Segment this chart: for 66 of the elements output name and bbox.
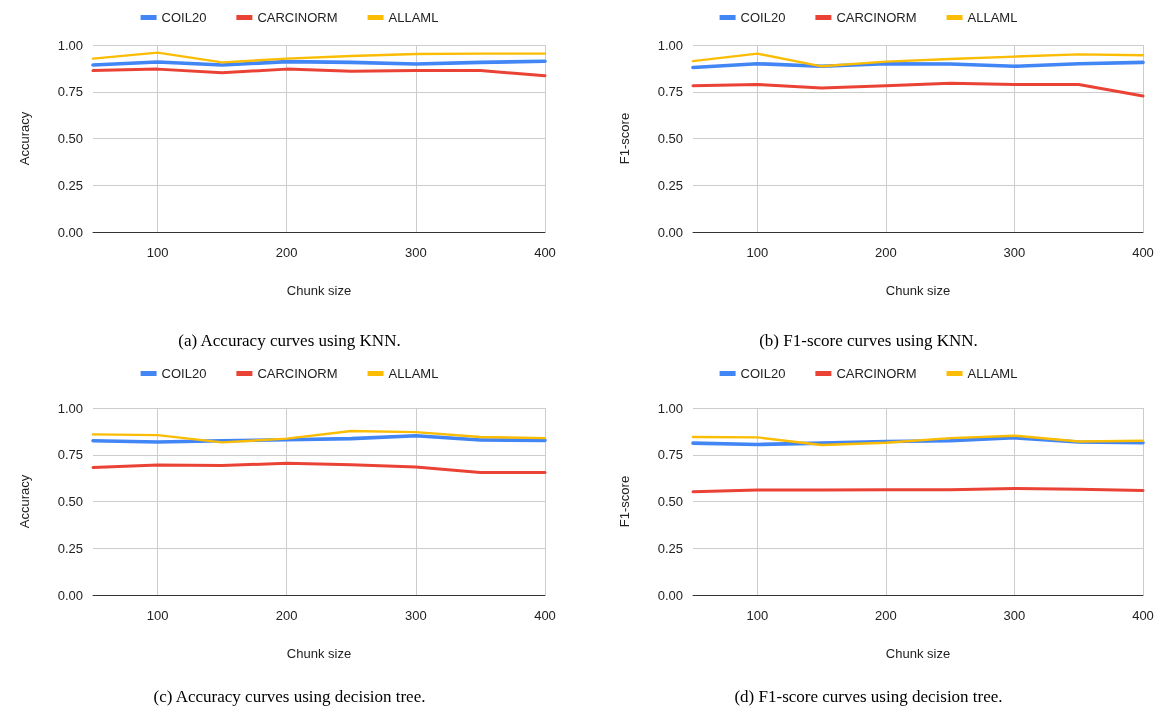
y-tick-label: 0.00: [57, 224, 83, 240]
x-axis-title: Chunk size: [286, 283, 352, 298]
x-tick-label: 100: [746, 608, 769, 623]
legend-label: COIL20: [740, 366, 786, 381]
x-axis-title: Chunk size: [885, 283, 951, 298]
legend-label: ALLAML: [967, 10, 1018, 25]
legend-label: CARCINORM: [836, 10, 917, 25]
line-series: [691, 81, 1145, 98]
x-tick-label: 200: [875, 245, 897, 260]
x-tick-label: 400: [534, 608, 556, 623]
x-axis-title: Chunk size: [286, 646, 352, 661]
legend-label: CARCINORM: [836, 366, 917, 381]
x-tick-label: 400: [1132, 245, 1154, 260]
legend-label: ALLAML: [388, 10, 439, 25]
text: (c) Accuracy curves using decision tree.: [153, 687, 426, 706]
y-tick-label: 0.50: [657, 131, 683, 146]
y-tick-label: 1.00: [57, 37, 83, 53]
text: (b) F1-score curves using KNN.: [759, 331, 978, 350]
line-series: [91, 429, 547, 444]
x-tick-label: 200: [275, 245, 298, 260]
y-tick-label: 0.25: [657, 540, 683, 556]
y-tick-label: 0.25: [657, 177, 683, 193]
line-series: [91, 51, 547, 64]
y-axis-title: Accuracy: [17, 474, 32, 529]
x-tick-label: 300: [1003, 608, 1026, 623]
legend-label: COIL20: [161, 366, 207, 381]
x-tick-label: 100: [146, 608, 169, 623]
y-axis-title: F1-score: [617, 112, 632, 165]
x-tick-label: 300: [405, 245, 427, 260]
y-tick-label: 1.00: [657, 37, 683, 53]
line-series: [91, 461, 547, 475]
y-tick-label: 0.75: [657, 447, 683, 463]
y-tick-label: 0.75: [57, 447, 83, 463]
legend-label: CARCINORM: [257, 10, 338, 25]
y-tick-label: 0.75: [657, 84, 683, 100]
legend-label: COIL20: [161, 10, 207, 25]
y-axis-title: F1-score: [617, 475, 632, 528]
x-tick-label: 400: [1132, 608, 1154, 623]
legend-label: COIL20: [740, 10, 786, 25]
y-tick-label: 1.00: [657, 400, 683, 416]
legend-label: ALLAML: [967, 366, 1018, 381]
y-tick-label: 0.00: [657, 587, 683, 603]
text: (d) F1-score curves using decision tree.: [734, 687, 1003, 706]
line-series: [91, 67, 547, 78]
x-tick-label: 100: [746, 245, 769, 260]
legend-label: ALLAML: [388, 366, 439, 381]
y-tick-label: 0.25: [57, 540, 83, 556]
y-tick-label: 0.75: [57, 84, 83, 100]
x-tick-label: 300: [1003, 245, 1026, 260]
y-tick-label: 0.50: [57, 131, 83, 146]
y-tick-label: 1.00: [57, 400, 83, 416]
y-axis-title: Accuracy: [17, 111, 32, 166]
y-tick-label: 0.50: [657, 494, 683, 509]
line-series: [691, 52, 1145, 68]
x-tick-label: 300: [405, 608, 427, 623]
legend-label: CARCINORM: [257, 366, 338, 381]
text: (a) Accuracy curves using KNN.: [178, 331, 401, 350]
y-tick-label: 0.50: [57, 494, 83, 509]
x-tick-label: 400: [534, 245, 556, 260]
y-tick-label: 0.00: [57, 587, 83, 603]
y-tick-label: 0.00: [657, 224, 683, 240]
x-tick-label: 100: [146, 245, 169, 260]
x-axis-title: Chunk size: [885, 646, 951, 661]
x-tick-label: 200: [875, 608, 897, 623]
y-tick-label: 0.25: [57, 177, 83, 193]
x-tick-label: 200: [275, 608, 298, 623]
